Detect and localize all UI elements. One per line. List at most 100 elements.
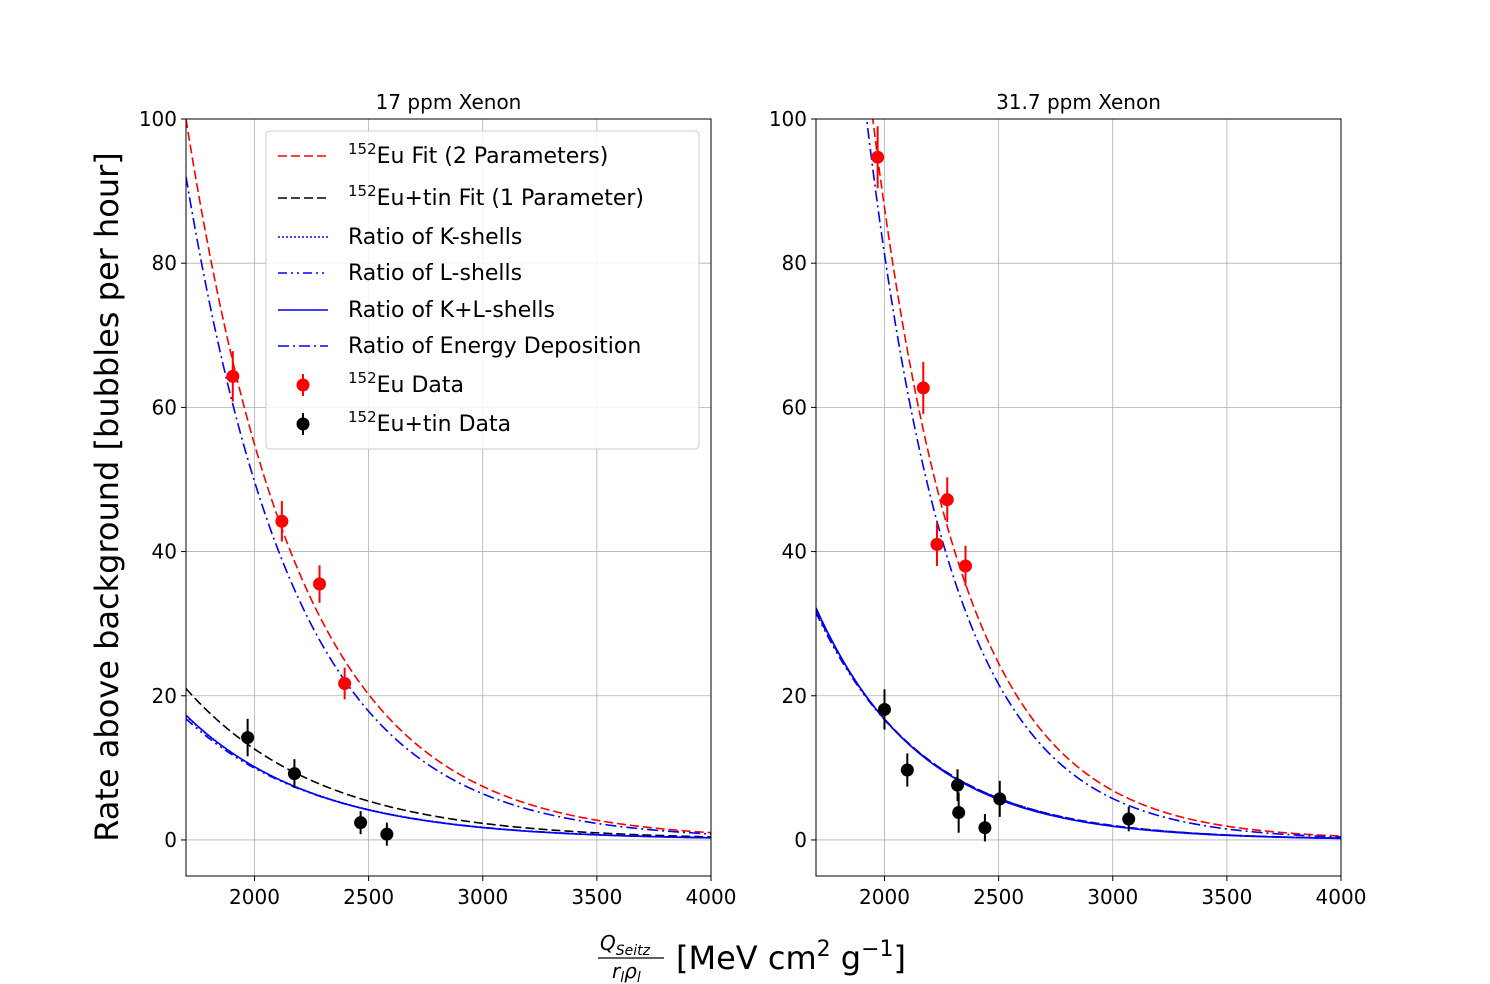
data-point-152eu-tin-data [1122, 812, 1136, 826]
x-label-units: [MeV cm2 g−1] [676, 937, 906, 977]
curve-ratio-of-energy-deposition [865, 119, 1341, 838]
legend-text: Eu+tin Fit (1 Parameter) [377, 186, 644, 211]
legend-label-ratio-energy: Ratio of Energy Deposition [348, 334, 641, 359]
x-tick-label: 2000 [859, 885, 910, 909]
data-point-152eu-tin-data [952, 806, 966, 820]
grid-lines-right [816, 118, 1342, 876]
curves-left [186, 119, 711, 839]
data-point-152eu-data [338, 677, 352, 691]
x-tick-label: 2000 [229, 885, 280, 909]
data-point-152eu-data [930, 537, 944, 551]
data-point-152eu-data [275, 514, 289, 528]
legend-label-eu-data: 152Eu Data [348, 369, 464, 398]
x-tick-label: 2500 [343, 885, 394, 909]
data-point-152eu-tin-data [900, 763, 914, 777]
curve-ratio-of-k-l-shells [816, 607, 1341, 840]
y-tick-label: 100 [139, 107, 177, 131]
data-point-152eu-data [313, 577, 327, 591]
y-tick-label: 20 [152, 684, 177, 708]
x-label-r: r [612, 959, 622, 983]
x-units-sup1: 2 [817, 937, 831, 962]
x-tick-label: 4000 [686, 885, 737, 909]
data-point-152eu-data [940, 493, 954, 507]
y-axis-label: Rate above background [bubbles per hour] [88, 152, 126, 842]
data-point-152eu-tin-data [380, 827, 394, 841]
legend-sup: 152 [348, 408, 377, 426]
curve-ratio-of-l-shells [186, 718, 711, 839]
x-units-sup2: −1 [861, 937, 893, 962]
y-tick-label: 0 [794, 828, 807, 852]
x-label-denominator: rlρl [612, 959, 641, 984]
curve-ratio-of-k-shells [816, 608, 1341, 840]
legend-label-eu-fit: 152Eu Fit (2 Parameters) [348, 140, 608, 169]
data-point-152eu-tin-data [993, 792, 1007, 806]
legend-text: Ratio of L-shells [348, 261, 522, 286]
panel-31-7ppm: 2000 2500 3000 3500 4000 0 20 40 60 80 100 31.7 pp… [769, 90, 1367, 909]
legend-sup: 152 [348, 182, 377, 200]
curve-152eu-fit-2-parameters- [871, 119, 1341, 837]
legend-box [265, 130, 700, 450]
legend-text: Eu+tin Data [377, 412, 511, 437]
legend-sup: 152 [348, 140, 377, 158]
x-units-suffix: ] [894, 939, 906, 977]
data-point-152eu-tin-data [241, 731, 255, 745]
panel-title-left: 17 ppm Xenon [376, 90, 522, 114]
panel-title-right: 31.7 ppm Xenon [996, 90, 1161, 114]
legend-text: Eu Data [377, 373, 464, 398]
x-tick-label: 3000 [457, 885, 508, 909]
x-axis-label: QSeitz rlρl [MeV cm2 g−1] [598, 931, 906, 984]
x-label-rho-sub: l [637, 970, 641, 984]
axes-frame-left [185, 118, 712, 877]
data-point-152eu-data [916, 381, 930, 395]
x-label-numerator: QSeitz [600, 931, 651, 959]
legend: 152Eu Fit (2 Parameters)152Eu+tin Fit (1… [265, 130, 700, 450]
legend-label-ratio-k: Ratio of K-shells [348, 225, 522, 250]
legend-text: Ratio of Energy Deposition [348, 334, 641, 359]
x-label-q-sub: Seitz [616, 943, 651, 959]
curve-ratio-of-k-l-shells [186, 714, 711, 839]
curve-152eu-fit-2-parameters- [186, 119, 711, 834]
legend-text: Ratio of K-shells [348, 225, 522, 250]
x-tick-label: 3500 [1201, 885, 1252, 909]
legend-label-ratio-l: Ratio of L-shells [348, 261, 522, 286]
data-points-left [226, 351, 394, 846]
x-tick-label: 3000 [1087, 885, 1138, 909]
y-tick-label: 60 [782, 395, 807, 419]
x-label-r-sub: l [620, 970, 624, 984]
legend-marker-eu-data [296, 378, 310, 392]
y-tick-label: 40 [152, 540, 177, 564]
data-point-152eu-tin-data [354, 816, 368, 830]
data-point-152eu-data [226, 369, 240, 383]
x-tick-label: 2500 [973, 885, 1024, 909]
y-tick-label: 80 [782, 251, 807, 275]
curves-right [816, 119, 1341, 840]
y-tick-label: 40 [782, 540, 807, 564]
data-point-152eu-data [871, 150, 885, 164]
axes-frame-right [815, 118, 1342, 877]
curve-ratio-of-l-shells [816, 612, 1341, 840]
legend-marker-eutin-data [296, 417, 310, 431]
x-units-prefix: [MeV cm [676, 939, 817, 977]
legend-label-eutin-data: 152Eu+tin Data [348, 408, 511, 437]
x-label-rho: ρ [624, 959, 637, 983]
data-point-152eu-tin-data [877, 702, 891, 716]
panel-17ppm: 2000 2500 3000 3500 4000 0 20 40 60 80 100 17 ppm … [139, 90, 737, 909]
ticks-left: 2000 2500 3000 3500 4000 0 20 40 60 80 100 [139, 107, 737, 909]
curve-152eu-tin-fit-1-parameter- [186, 688, 711, 838]
data-point-152eu-data [959, 559, 973, 573]
data-point-152eu-tin-data [978, 821, 992, 835]
data-points-right [871, 126, 1136, 842]
data-point-152eu-tin-data [287, 767, 301, 781]
curve-152eu-tin-fit-1-parameter- [816, 610, 1341, 840]
legend-label-ratio-kl: Ratio of K+L-shells [348, 298, 555, 323]
legend-text: Eu Fit (2 Parameters) [377, 144, 609, 169]
y-tick-label: 60 [152, 395, 177, 419]
y-tick-label: 0 [164, 828, 177, 852]
legend-sup: 152 [348, 369, 377, 387]
y-tick-label: 80 [152, 251, 177, 275]
ticks-right: 2000 2500 3000 3500 4000 0 20 40 60 80 100 [769, 107, 1367, 909]
legend-label-eutin-fit: 152Eu+tin Fit (1 Parameter) [348, 182, 644, 211]
legend-text: Ratio of K+L-shells [348, 298, 555, 323]
x-tick-label: 3500 [571, 885, 622, 909]
